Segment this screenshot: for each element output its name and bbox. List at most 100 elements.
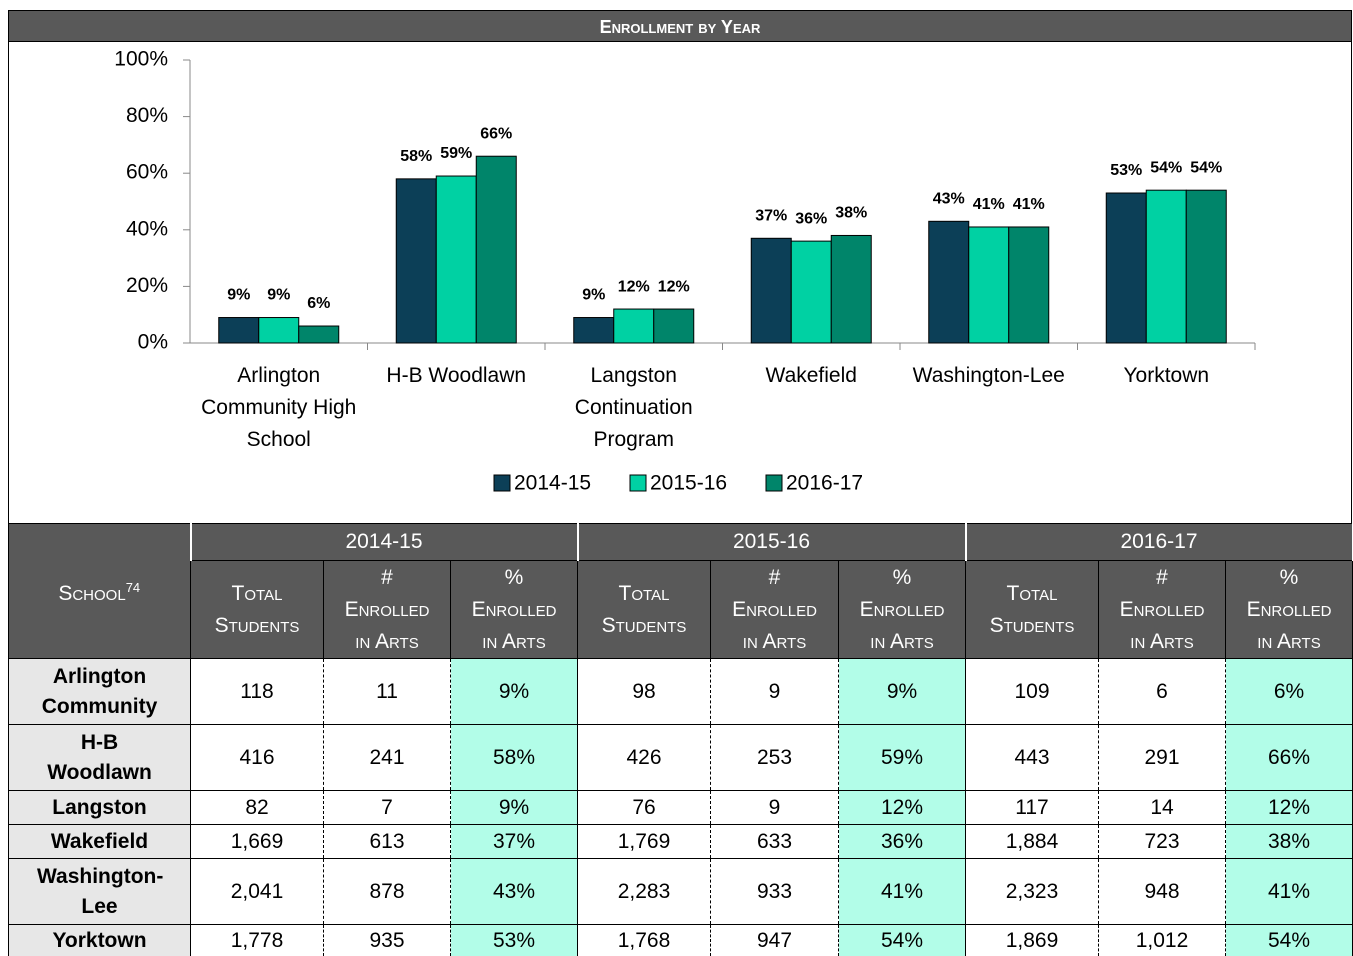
school-cell: Wakefield [8,824,191,859]
column-header: Total Students [965,560,1099,659]
data-cell: 443 [965,724,1099,791]
bar [258,317,300,344]
school-cell: Arlington Community [8,658,191,725]
data-cell: 1,869 [965,924,1099,956]
data-cell: 1,884 [965,824,1099,859]
data-cell: 54% [838,924,966,956]
data-cell: 76 [577,790,711,825]
data-cell: 291 [1098,724,1226,791]
bar [1145,189,1187,344]
data-cell: 1,769 [577,824,711,859]
data-cell: 54% [1225,924,1353,956]
column-header: Total Students [190,560,324,659]
data-cell: 11 [323,658,451,725]
school-cell: Langston [8,790,191,825]
data-label: 9% [227,287,250,304]
y-tick-label: 0% [138,331,168,354]
bar [395,178,437,344]
column-header: Total Students [577,560,711,659]
data-label: 36% [795,210,827,227]
data-cell: 426 [577,724,711,791]
data-cell: 633 [710,824,839,859]
bar [790,240,832,344]
y-tick-label: 100% [114,48,168,71]
data-label: 9% [582,287,605,304]
column-header: % Enrolled in Arts [450,560,578,659]
data-row: H-B Woodlawn 416 241 58% 426 253 59% 443 291 66% [8,724,1353,791]
column-header: # Enrolled in Arts [323,560,451,659]
data-cell: 117 [965,790,1099,825]
bar [298,325,340,344]
data-cell: 416 [190,724,324,791]
year-header: 2015-16 [576,523,967,561]
data-cell: 43% [450,858,578,925]
data-cell: 12% [1225,790,1353,825]
data-cell: 41% [838,858,966,925]
data-cell: 1,768 [577,924,711,956]
data-cell: 9% [838,658,966,725]
legend-swatch [629,474,647,492]
data-cell: 1,778 [190,924,324,956]
data-cell: 118 [190,658,324,725]
bar [1185,189,1227,344]
data-cell: 253 [710,724,839,791]
data-cell: 6% [1225,658,1353,725]
data-cell: 37% [450,824,578,859]
data-label: 12% [658,278,690,295]
legend-label: 2014-15 [514,472,591,495]
data-cell: 933 [710,858,839,925]
data-cell: 2,323 [965,858,1099,925]
data-label: 38% [835,205,867,222]
data-label: 37% [755,208,787,225]
y-tick-label: 80% [126,104,168,127]
bar [218,317,260,344]
data-cell: 38% [1225,824,1353,859]
chart: Enrollment by Year 0% 20% 40% 60% 80% 100% 9% 9… [8,10,1352,523]
legend-label: 2016-17 [786,472,863,495]
data-row: Washington-Lee 2,041 878 43% 2,283 933 41% 2,32… [8,858,1353,925]
data-cell: 2,041 [190,858,324,925]
data-cell: 53% [450,924,578,956]
data-row: Langston 82 7 9% 76 9 12% 117 14 12% [8,790,1353,825]
data-label: 43% [933,191,965,208]
bar [475,155,517,344]
column-header: % Enrolled in Arts [838,560,966,659]
data-cell: 58% [450,724,578,791]
data-label: 41% [973,196,1005,213]
data-cell: 14 [1098,790,1226,825]
data-label: 66% [480,125,512,142]
data-cell: 2,283 [577,858,711,925]
data-cell: 723 [1098,824,1226,859]
data-cell: 935 [323,924,451,956]
bar [573,317,615,344]
y-tick-label: 20% [126,274,168,297]
footnote: 74 [125,580,141,595]
data-row: Yorktown 1,778 935 53% 1,768 947 54% 1,869 1,012… [8,924,1353,956]
data-cell: 12% [838,790,966,825]
data-cell: 1,669 [190,824,324,859]
column-header: % Enrolled in Arts [1225,560,1353,659]
bar [613,308,655,344]
data-label: 6% [307,295,330,312]
bar [968,226,1010,344]
bar [653,308,695,344]
column-header: # Enrolled in Arts [710,560,839,659]
data-label: 59% [440,145,472,162]
data-cell: 1,012 [1098,924,1226,956]
data-cell: 36% [838,824,966,859]
data-cell: 878 [323,858,451,925]
data-cell: 6 [1098,658,1226,725]
subheader-row: Total Students # Enrolled in Arts% Enroll… [9,560,1353,659]
data-label: 53% [1110,162,1142,179]
data-cell: 9 [710,790,839,825]
data-cell: 98 [577,658,711,725]
school-header-text: School [58,582,126,605]
data-cell: 7 [323,790,451,825]
enrollment-table: School74 2014-15 2015-16 2016-17 Total Stude… [8,523,1353,956]
data-cell: 9% [450,658,578,725]
y-tick-label: 60% [126,161,168,184]
bar [928,220,970,344]
title-bar [8,10,1352,42]
x-tick-label: Wakefield [765,364,857,387]
bar [750,237,792,344]
